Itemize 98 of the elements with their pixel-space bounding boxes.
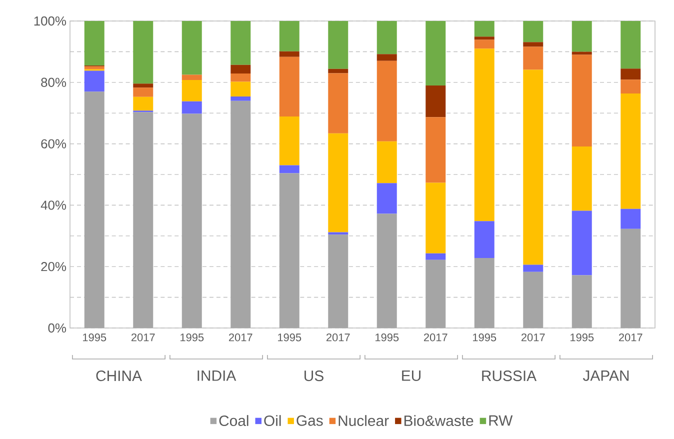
bar <box>133 88 154 97</box>
bar <box>426 85 446 118</box>
bar <box>572 146 592 211</box>
bar <box>474 221 494 258</box>
x-tick-label: 1995 <box>180 334 204 342</box>
bar <box>620 20 641 69</box>
bar <box>279 51 300 57</box>
text: JAPAN <box>582 370 629 381</box>
bar <box>572 20 592 52</box>
bar <box>523 70 544 265</box>
x-tick-label: 1995 <box>83 334 106 342</box>
bar <box>523 272 544 328</box>
bar <box>84 20 104 66</box>
bar <box>84 92 104 328</box>
bar <box>426 253 446 260</box>
y-tick-label: 0% <box>48 323 66 333</box>
bar <box>230 100 251 328</box>
bar <box>376 60 397 142</box>
bar <box>474 20 494 37</box>
bar <box>523 264 544 272</box>
bar <box>328 73 348 134</box>
bar <box>182 114 202 328</box>
bar <box>572 275 592 328</box>
bar <box>84 66 104 70</box>
bar <box>84 70 104 92</box>
y-tick-label: 60% <box>41 139 66 148</box>
bar <box>523 46 544 70</box>
x-tick-label: 1995 <box>278 334 302 342</box>
x-tick-label: 2017 <box>131 334 155 342</box>
bar <box>376 20 397 54</box>
legend-label: Coal <box>219 415 248 426</box>
y-tick-label: 40% <box>40 200 66 210</box>
bar <box>572 52 592 55</box>
bar <box>230 73 251 82</box>
bar <box>474 36 494 40</box>
bar <box>328 68 348 74</box>
bar <box>620 228 641 328</box>
bar <box>328 232 348 235</box>
bar <box>230 82 251 97</box>
legend-label: Oil <box>264 415 281 426</box>
bar <box>182 74 202 80</box>
bar <box>133 20 154 84</box>
legend-label: RW <box>489 415 513 426</box>
bar <box>133 96 154 111</box>
bar <box>620 68 641 80</box>
text: EU <box>402 370 420 381</box>
bar <box>620 208 641 229</box>
bar <box>572 54 592 147</box>
y-tick-label: 100% <box>34 16 66 26</box>
bar <box>426 20 446 86</box>
bar <box>182 80 202 102</box>
x-tick-label: 2017 <box>618 334 642 342</box>
bar <box>279 56 300 116</box>
bar <box>523 20 544 42</box>
x-tick-label: 2017 <box>228 334 252 342</box>
bar <box>133 84 154 88</box>
bar <box>279 20 300 52</box>
bar <box>230 64 251 74</box>
bar <box>426 117 446 183</box>
text: US <box>304 370 324 382</box>
text: CHINA <box>96 370 142 382</box>
bar <box>182 20 202 75</box>
bar <box>376 214 397 328</box>
bar <box>328 234 348 328</box>
bar <box>133 112 154 328</box>
text: RUSSIA <box>482 370 537 382</box>
bar <box>474 48 494 222</box>
x-tick-label: 2017 <box>521 334 545 342</box>
bar <box>279 165 300 174</box>
x-tick-label: 2017 <box>326 334 350 342</box>
bar <box>620 80 641 94</box>
y-tick-label: 80% <box>41 78 66 87</box>
bar <box>328 133 348 232</box>
x-tick-label: 1995 <box>570 334 594 342</box>
bar <box>426 182 446 254</box>
bar <box>182 101 202 114</box>
bar <box>426 260 446 328</box>
bar <box>572 210 592 276</box>
bar <box>474 258 494 328</box>
legend-label: Bio&waste <box>404 415 474 426</box>
bar <box>376 183 397 214</box>
text: INDIA <box>198 370 236 381</box>
bar <box>230 20 251 65</box>
bar <box>523 42 544 47</box>
y-tick-label: 20% <box>41 262 66 272</box>
bar <box>328 20 348 69</box>
bar <box>376 54 397 61</box>
bar <box>474 40 494 49</box>
bar <box>230 96 251 101</box>
bar <box>279 116 300 166</box>
x-tick-label: 1995 <box>473 334 496 342</box>
bar <box>376 141 397 184</box>
legend-label: Gas <box>296 415 323 426</box>
x-tick-label: 2017 <box>424 334 448 342</box>
legend-label: Nuclear <box>338 415 389 426</box>
bar <box>620 93 641 209</box>
bar <box>279 173 300 328</box>
x-tick-label: 1995 <box>376 334 399 342</box>
